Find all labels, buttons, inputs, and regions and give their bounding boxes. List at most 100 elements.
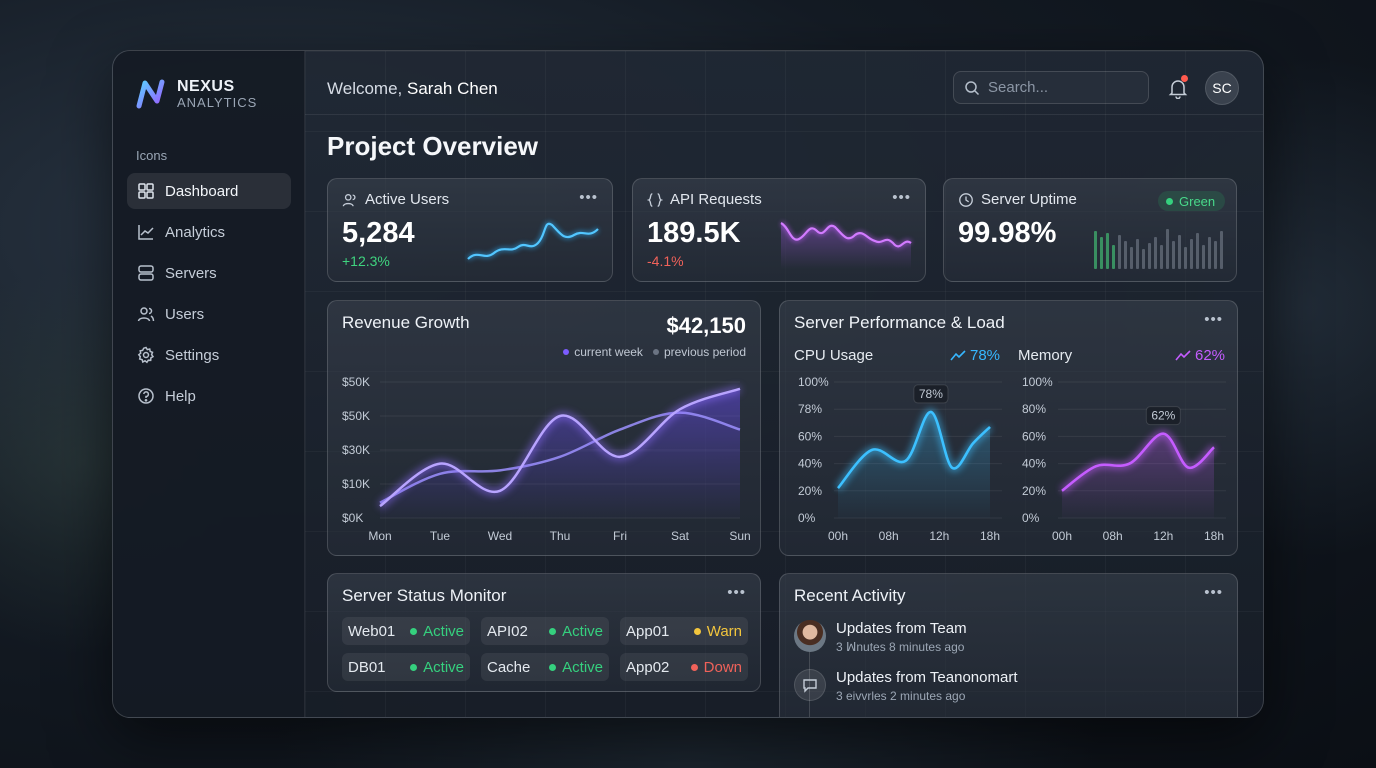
peak-label: 62%	[1151, 409, 1175, 423]
uptime-bar	[1124, 241, 1127, 269]
server-status-label: Active	[562, 658, 603, 676]
more-options-button[interactable]: •••	[579, 189, 598, 206]
app-window: NEXUS ANALYTICS Icons Dashboard Analytic…	[112, 50, 1264, 718]
server-status-chip[interactable]: Cache Active	[481, 653, 609, 681]
clock-icon	[959, 192, 973, 207]
topbar: Welcome, Sarah Chen SC	[305, 51, 1263, 115]
server-name: Web01	[348, 622, 396, 640]
x-tick-label: 08h	[1103, 529, 1123, 543]
uptime-bar	[1160, 245, 1163, 269]
chart-legend: current week previous period	[563, 345, 746, 359]
legend-item[interactable]: current week	[563, 345, 643, 359]
sidebar-item-settings[interactable]: Settings	[127, 337, 291, 373]
server-status-chip[interactable]: Web01 Active	[342, 617, 470, 645]
x-tick-label: 00h	[828, 529, 848, 543]
kpi-value: 5,284	[342, 217, 415, 249]
x-tick-label: 18h	[1204, 529, 1224, 543]
status-dot	[549, 663, 557, 671]
kpi-card-api-requests[interactable]: API Requests ••• 189.5K -4.1%	[632, 178, 926, 282]
sidebar-item-help[interactable]: Help	[127, 378, 291, 414]
server-status-label: Active	[423, 658, 464, 676]
server-status-chip[interactable]: DB01 Active	[342, 653, 470, 681]
y-tick-label: $50K	[342, 375, 370, 389]
status-badge-label: Green	[1179, 193, 1216, 209]
kpi-card-server-uptime[interactable]: Server Uptime Green 99.98%	[943, 178, 1237, 282]
server-name: DB01	[348, 658, 386, 676]
x-tick-label: Wed	[488, 529, 512, 543]
status-dot	[410, 663, 418, 671]
server-status-chip[interactable]: App02 Down	[620, 653, 748, 681]
legend-swatch	[652, 349, 659, 355]
y-tick-label: 40%	[798, 457, 822, 471]
activity-time: 3 eivvrles 2 minutes ago	[836, 689, 966, 703]
activity-item[interactable]: Updates from Teanonomart 3 eivvrles 2 mi…	[794, 669, 1018, 703]
server-status: Active	[410, 659, 464, 676]
card-title: Recent Activity	[794, 586, 906, 605]
legend-swatch	[563, 349, 570, 355]
server-performance-card: Server Performance & Load ••• CPU Usage …	[779, 300, 1238, 556]
x-tick-label: Tue	[430, 529, 451, 543]
server-status-chip[interactable]: API02 Active	[481, 617, 609, 645]
bell-icon[interactable]	[1167, 77, 1189, 99]
uptime-bar	[1184, 247, 1187, 269]
more-options-button[interactable]: •••	[727, 584, 746, 601]
kpi-card-active-users[interactable]: Active Users ••• 5,284 +12.3%	[327, 178, 613, 282]
legend-item[interactable]: previous period	[652, 345, 746, 359]
main-content: Welcome, Sarah Chen SC Project Overview …	[305, 51, 1263, 717]
peak-tooltip	[913, 384, 949, 404]
server-name: Cache	[487, 658, 531, 676]
status-dot	[1166, 197, 1173, 205]
user-avatar[interactable]: SC	[1205, 71, 1239, 105]
status-dot	[549, 627, 557, 635]
cpu-label: CPU Usage	[794, 347, 874, 364]
peak-tooltip	[1145, 406, 1181, 426]
trend-up-icon	[1175, 349, 1191, 361]
uptime-bar	[1112, 245, 1115, 269]
y-tick-label: 20%	[798, 484, 822, 498]
brand-subtitle: ANALYTICS	[177, 94, 258, 110]
y-tick-label: 60%	[1022, 429, 1046, 443]
uptime-bar	[1166, 229, 1169, 269]
welcome-message: Welcome, Sarah Chen	[327, 79, 498, 99]
kpi-header: Active Users	[342, 191, 449, 208]
search-box[interactable]	[953, 71, 1149, 104]
performance-charts: 0% 20% 40% 60% 78% 100% 00h 08h 12h 18h 78% 0% 20% 40…	[798, 375, 1226, 543]
sparkline-active-users	[466, 221, 600, 261]
activity-item[interactable]: Updates from Team 3 ꟽnutes 8 minutes ago	[794, 620, 967, 654]
sidebar-item-dashboard[interactable]: Dashboard	[127, 173, 291, 209]
more-options-button[interactable]: •••	[892, 189, 911, 206]
avatar	[794, 620, 826, 652]
sidebar-item-users[interactable]: Users	[127, 296, 291, 332]
y-tick-label: 0%	[1022, 511, 1040, 525]
message-icon	[803, 679, 817, 693]
sidebar-item-servers[interactable]: Servers	[127, 255, 291, 291]
server-status: Down	[690, 659, 742, 676]
kpi-header: API Requests	[647, 191, 762, 208]
y-tick-label: 20%	[1022, 484, 1046, 498]
memory-label: Memory	[1018, 347, 1073, 364]
more-options-button[interactable]: •••	[1204, 584, 1223, 601]
kpi-title: API Requests	[670, 191, 762, 208]
legend-label: current week	[574, 345, 643, 359]
uptime-bar	[1202, 245, 1205, 269]
server-name: App02	[626, 658, 670, 676]
y-tick-label: 78%	[798, 402, 822, 416]
kpi-title: Server Uptime	[981, 191, 1077, 208]
search-input[interactable]	[988, 79, 1138, 96]
brand[interactable]: NEXUS ANALYTICS	[135, 77, 257, 111]
memory-value-text: 62%	[1195, 347, 1226, 364]
x-tick-label: Thu	[550, 529, 571, 543]
notification-dot	[1181, 75, 1188, 82]
card-title: Server Status Monitor	[342, 586, 507, 605]
revenue-total: $42,150	[666, 313, 746, 338]
more-options-button[interactable]: •••	[1204, 311, 1223, 328]
series-line-current-week	[379, 387, 741, 508]
activity-time: 3 ꟽnutes 8 minutes ago	[836, 640, 965, 654]
gear-icon	[137, 346, 155, 364]
series-line	[1061, 432, 1215, 492]
sidebar-item-label: Analytics	[165, 223, 226, 241]
server-status-chip[interactable]: App01 Warn	[620, 617, 748, 645]
server-status-label: Warn	[706, 622, 742, 640]
legend-label: previous period	[663, 345, 746, 359]
sidebar-item-analytics[interactable]: Analytics	[127, 214, 291, 250]
